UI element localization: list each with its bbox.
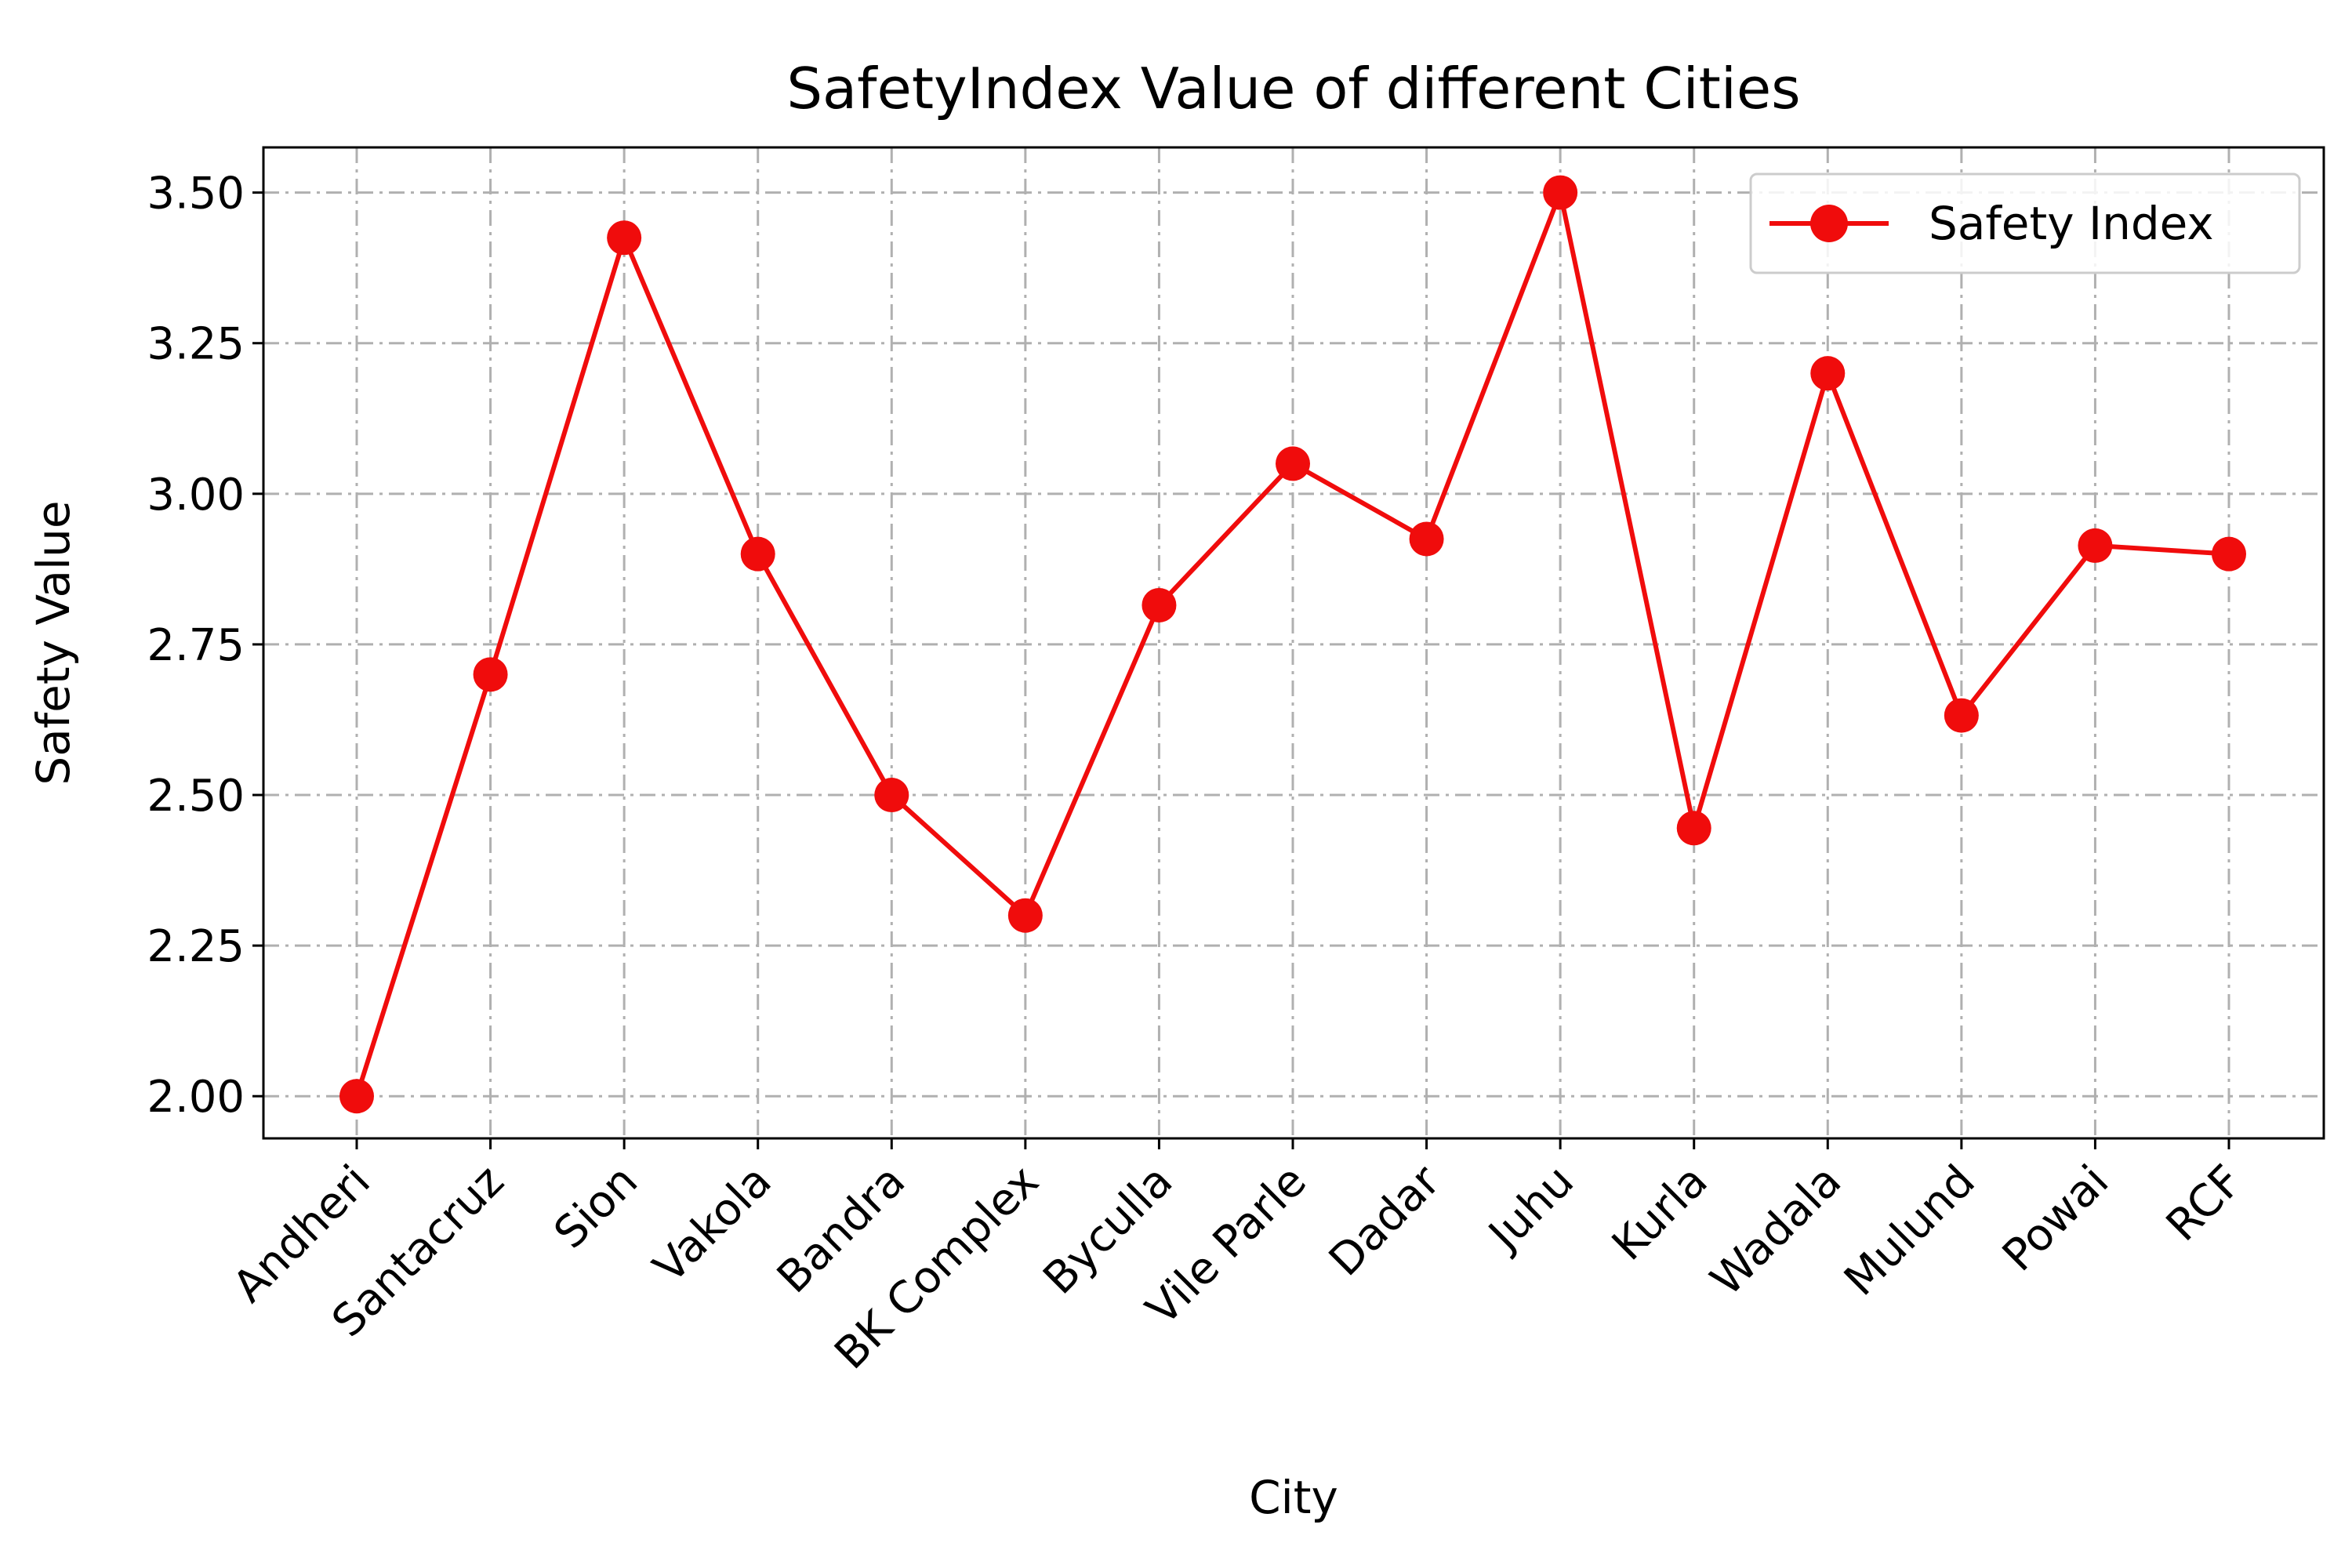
y-axis-label: Safety Value <box>27 500 80 785</box>
legend-box <box>1749 172 2301 274</box>
legend: Safety Index <box>1749 172 2301 274</box>
legend-marker <box>1810 205 1848 242</box>
series-layer <box>339 175 2246 1114</box>
x-tick-label: Vakola <box>644 1156 781 1293</box>
y-tick-label: 3.00 <box>147 470 245 521</box>
grid-lines <box>263 147 2324 1138</box>
x-tick-label: Dadar <box>1319 1155 1450 1286</box>
data-point <box>740 536 775 572</box>
x-tick-label: Wadala <box>1701 1156 1852 1306</box>
chart-title: SafetyIndex Value of different Cities <box>786 56 1800 122</box>
x-tick-label: Powai <box>1993 1156 2118 1281</box>
y-tick-label: 2.00 <box>147 1072 245 1123</box>
x-tick-label: Mulund <box>1835 1156 1985 1306</box>
data-point <box>607 220 642 256</box>
data-point <box>339 1079 374 1114</box>
x-tick-label: RCF <box>2157 1156 2252 1251</box>
data-point <box>1276 446 1310 481</box>
data-point <box>1810 356 1846 391</box>
data-point <box>2078 528 2113 563</box>
data-point <box>874 778 909 813</box>
y-tick-label: 2.75 <box>147 620 245 671</box>
y-axis: 2.00 2.25 2.50 2.75 3.00 3.25 3.50 <box>147 169 263 1123</box>
data-point <box>2212 536 2246 572</box>
y-tick-label: 3.25 <box>147 319 245 370</box>
data-point <box>1676 811 1711 846</box>
data-point <box>1142 587 1177 622</box>
data-point <box>1543 175 1578 210</box>
x-tick-label: Kurla <box>1602 1156 1718 1271</box>
y-tick-label: 3.50 <box>147 169 245 220</box>
data-point <box>1944 698 1979 733</box>
x-tick-label: Sion <box>545 1156 648 1258</box>
y-tick-label: 2.25 <box>147 921 245 972</box>
data-point <box>1007 898 1043 933</box>
x-axis-label: City <box>1249 1471 1338 1524</box>
legend-label: Safety Index <box>1929 197 2214 250</box>
data-point <box>1409 521 1444 557</box>
y-tick-label: 2.50 <box>147 771 245 822</box>
x-tick-label: Juhu <box>1478 1156 1584 1261</box>
data-point <box>473 657 508 692</box>
